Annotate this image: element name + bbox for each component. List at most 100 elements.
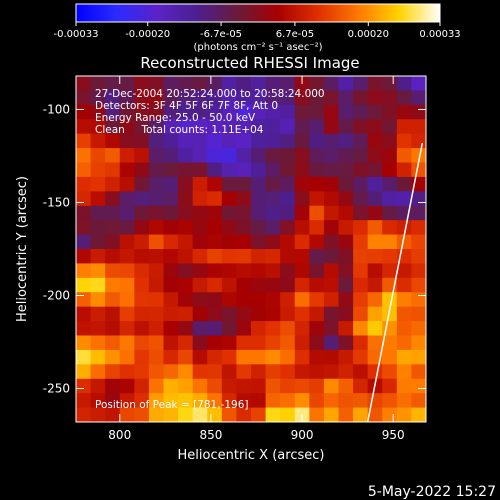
heatmap-cell <box>119 378 135 394</box>
heatmap-cell <box>280 162 296 178</box>
heatmap-cell <box>236 335 252 351</box>
heatmap-cell <box>396 90 413 106</box>
heatmap-cell <box>236 148 252 164</box>
heatmap-cell <box>192 191 208 207</box>
heatmap-cell <box>396 277 413 293</box>
heatmap-cell <box>119 220 135 236</box>
heatmap-cell <box>353 148 369 164</box>
heatmap-cell <box>207 393 223 409</box>
heatmap-cell <box>192 90 208 106</box>
heatmap-cell <box>265 349 281 365</box>
heatmap-cell <box>163 407 179 422</box>
heatmap-cell <box>221 335 238 351</box>
heatmap-cell <box>221 90 238 106</box>
heatmap-cell <box>367 407 383 422</box>
heatmap-cell <box>207 378 223 394</box>
heatmap-cell <box>251 234 267 250</box>
heatmap-cell <box>76 277 92 293</box>
heatmap-cell <box>76 349 92 365</box>
heatmap-cell <box>323 162 340 178</box>
heatmap-cell <box>280 205 296 221</box>
heatmap-cell <box>76 306 92 322</box>
heatmap-cell <box>192 277 208 293</box>
heatmap-cell <box>323 263 340 279</box>
heatmap-cell <box>90 148 106 164</box>
heatmap-cell <box>236 349 252 365</box>
heatmap-cell <box>367 335 383 351</box>
heatmap-cell <box>90 220 106 236</box>
heatmap-cell <box>221 162 238 178</box>
heatmap-cell <box>134 292 150 308</box>
heatmap-cell <box>236 407 252 422</box>
heatmap-cell <box>265 249 281 265</box>
heatmap-cell <box>207 349 223 365</box>
heatmap-cell <box>105 191 121 207</box>
heatmap-cell <box>265 364 281 380</box>
heatmap-cell <box>119 191 135 207</box>
heatmap-cell <box>192 364 208 380</box>
heatmap-cell <box>411 249 426 265</box>
heatmap-cell <box>148 104 165 120</box>
heatmap-cell <box>411 104 426 120</box>
heatmap-cell <box>309 205 325 221</box>
heatmap-cell <box>411 90 426 106</box>
heatmap-cell <box>294 393 310 409</box>
heatmap-cell <box>367 119 383 135</box>
heatmap-cell <box>90 104 106 120</box>
heatmap-cell <box>221 263 238 279</box>
colorbar-unit-label: (photons cm⁻² s⁻¹ asec⁻²) <box>193 42 322 53</box>
heatmap-cell <box>265 335 281 351</box>
heatmap-cell <box>163 119 179 135</box>
heatmap-cell <box>367 249 383 265</box>
heatmap-cell <box>148 220 165 236</box>
heatmap-cell <box>251 104 267 120</box>
heatmap-cell <box>396 393 413 409</box>
heatmap-cell <box>294 162 310 178</box>
heatmap-cell <box>76 119 92 135</box>
heatmap-cell <box>251 148 267 164</box>
heatmap-cell <box>221 191 238 207</box>
heatmap-cell <box>76 148 92 164</box>
heatmap-cell <box>251 407 267 422</box>
heatmap-cell <box>76 234 92 250</box>
heatmap-cell <box>323 249 340 265</box>
heatmap-cell <box>192 234 208 250</box>
heatmap-cell <box>178 306 194 322</box>
heatmap-cell <box>396 162 413 178</box>
heatmap-cell <box>251 277 267 293</box>
heatmap-cell <box>207 119 223 135</box>
heatmap-cell <box>265 104 281 120</box>
heatmap-cell <box>323 90 340 106</box>
heatmap-cell <box>207 104 223 120</box>
heatmap-cell <box>163 364 179 380</box>
heatmap-cell <box>163 277 179 293</box>
heatmap-cell <box>353 162 369 178</box>
heatmap-cell <box>178 407 194 422</box>
heatmap-cell <box>411 148 426 164</box>
y-tick-label: -250 <box>43 382 70 396</box>
heatmap-cell <box>163 133 179 149</box>
heatmap-cell <box>163 378 179 394</box>
heatmap-cell <box>309 335 325 351</box>
heatmap-cell <box>178 176 194 192</box>
heatmap-cell <box>236 292 252 308</box>
heatmap-cell <box>192 378 208 394</box>
heatmap-cell <box>294 119 310 135</box>
heatmap-cell <box>382 234 398 250</box>
heatmap-cell <box>192 249 208 265</box>
heatmap-cell <box>294 234 310 250</box>
heatmap-cell <box>367 321 383 337</box>
heatmap-cell <box>338 176 354 192</box>
heatmap-cell <box>251 220 267 236</box>
heatmap-cell <box>309 191 325 207</box>
heatmap-cell <box>148 76 165 92</box>
heatmap-cell <box>163 191 179 207</box>
heatmap-cell <box>265 234 281 250</box>
heatmap-cell <box>251 364 267 380</box>
heatmap-cell <box>251 321 267 337</box>
heatmap-cell <box>338 162 354 178</box>
heatmap-cell <box>338 104 354 120</box>
heatmap-cell <box>90 393 106 409</box>
heatmap-cell <box>178 76 194 92</box>
